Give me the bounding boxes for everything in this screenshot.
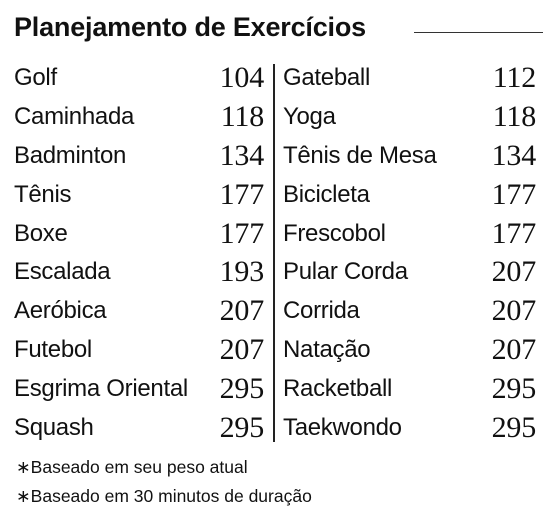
activity-value: 207 xyxy=(491,255,537,289)
activity-name: Gateball xyxy=(283,64,370,92)
activity-name: Aeróbica xyxy=(14,297,107,325)
table-row: Boxe 177 xyxy=(14,214,264,253)
activity-value: 207 xyxy=(219,332,265,366)
activity-value: 177 xyxy=(491,216,537,250)
activity-value: 177 xyxy=(219,216,265,250)
table-row: Badminton 134 xyxy=(14,137,264,176)
activity-name: Esgrima Oriental xyxy=(14,374,188,402)
activity-name: Natação xyxy=(283,335,371,363)
table-row: Tênis 177 xyxy=(14,175,264,214)
table-row: Gateball 112 xyxy=(283,59,536,98)
activity-value: 177 xyxy=(491,177,537,211)
activity-name: Pular Corda xyxy=(283,258,408,286)
right-column: Gateball 112 Yoga 118 Tênis de Mesa 134 Bic… xyxy=(283,59,536,447)
footnote-duration: ∗Baseado em 30 minutos de duração xyxy=(16,486,312,506)
footnote-weight: ∗Baseado em seu peso atual xyxy=(16,457,248,477)
activity-value: 104 xyxy=(219,61,265,95)
table-row: Futebol 207 xyxy=(14,331,264,370)
table-row: Tênis de Mesa 134 xyxy=(283,137,536,176)
activity-value: 134 xyxy=(491,138,537,172)
activity-value: 118 xyxy=(220,100,264,134)
activity-name: Tênis de Mesa xyxy=(283,141,437,169)
table-row: Escalada 193 xyxy=(14,253,264,292)
activity-value: 118 xyxy=(492,100,536,134)
activity-name: Yoga xyxy=(283,103,336,131)
activity-value: 207 xyxy=(491,294,537,328)
activity-name: Squash xyxy=(14,413,94,441)
activity-name: Futebol xyxy=(14,335,92,363)
table-row: Esgrima Oriental 295 xyxy=(14,369,264,408)
activity-name: Golf xyxy=(14,64,57,92)
activity-value: 134 xyxy=(219,138,265,172)
activity-name: Tênis xyxy=(14,180,72,208)
page-title: Planejamento de Exercícios xyxy=(14,12,366,42)
activity-value: 193 xyxy=(219,255,265,289)
activity-value: 112 xyxy=(492,61,536,95)
activity-name: Boxe xyxy=(14,219,68,247)
table-row: Golf 104 xyxy=(14,59,264,98)
table-row: Natação 207 xyxy=(283,331,536,370)
table-row: Caminhada 118 xyxy=(14,98,264,137)
table-row: Squash 295 xyxy=(14,408,264,447)
activity-name: Frescobol xyxy=(283,219,386,247)
table-row: Yoga 118 xyxy=(283,98,536,137)
activity-value: 207 xyxy=(491,332,537,366)
footnotes: ∗Baseado em seu peso atual ∗Baseado em 3… xyxy=(16,453,312,511)
left-column: Golf 104 Caminhada 118 Badminton 134 Tênis 1… xyxy=(14,59,264,447)
table-row: Pular Corda 207 xyxy=(283,253,536,292)
activity-value: 295 xyxy=(219,410,265,444)
activity-value: 177 xyxy=(219,177,265,211)
table-row: Corrida 207 xyxy=(283,292,536,331)
activity-value: 295 xyxy=(491,410,537,444)
activity-value: 295 xyxy=(219,371,265,405)
table-row: Bicicleta 177 xyxy=(283,175,536,214)
title-rule xyxy=(414,32,543,33)
table-row: Aeróbica 207 xyxy=(14,292,264,331)
table-row: Racketball 295 xyxy=(283,369,536,408)
table-row: Frescobol 177 xyxy=(283,214,536,253)
activity-name: Bicicleta xyxy=(283,180,370,208)
activity-name: Badminton xyxy=(14,141,127,169)
activity-name: Escalada xyxy=(14,258,111,286)
activity-value: 295 xyxy=(491,371,537,405)
activity-name: Caminhada xyxy=(14,103,135,131)
activity-value: 207 xyxy=(219,294,265,328)
table-row: Taekwondo 295 xyxy=(283,408,536,447)
activity-name: Corrida xyxy=(283,297,360,325)
column-divider xyxy=(273,64,275,442)
activity-name: Taekwondo xyxy=(283,413,402,441)
activity-name: Racketball xyxy=(283,374,393,402)
